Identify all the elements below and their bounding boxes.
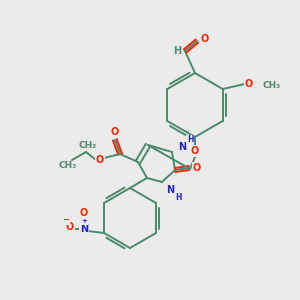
Text: O: O [80, 208, 88, 218]
Text: H: H [187, 136, 193, 145]
Text: +: + [81, 218, 87, 224]
Text: O: O [111, 127, 119, 137]
Text: O: O [244, 79, 253, 89]
Text: N: N [178, 142, 186, 152]
Text: N: N [166, 185, 174, 195]
Text: CH₃: CH₃ [263, 82, 281, 91]
Text: CH₂: CH₂ [79, 142, 97, 151]
Text: O: O [96, 155, 104, 165]
Text: N: N [80, 224, 88, 234]
Text: −: − [62, 215, 70, 224]
Text: O: O [201, 34, 209, 44]
Text: O: O [66, 222, 74, 232]
Text: H: H [175, 193, 181, 202]
Text: O: O [193, 163, 201, 173]
Text: H: H [173, 46, 181, 56]
Text: O: O [191, 146, 199, 156]
Text: CH₃: CH₃ [59, 161, 77, 170]
